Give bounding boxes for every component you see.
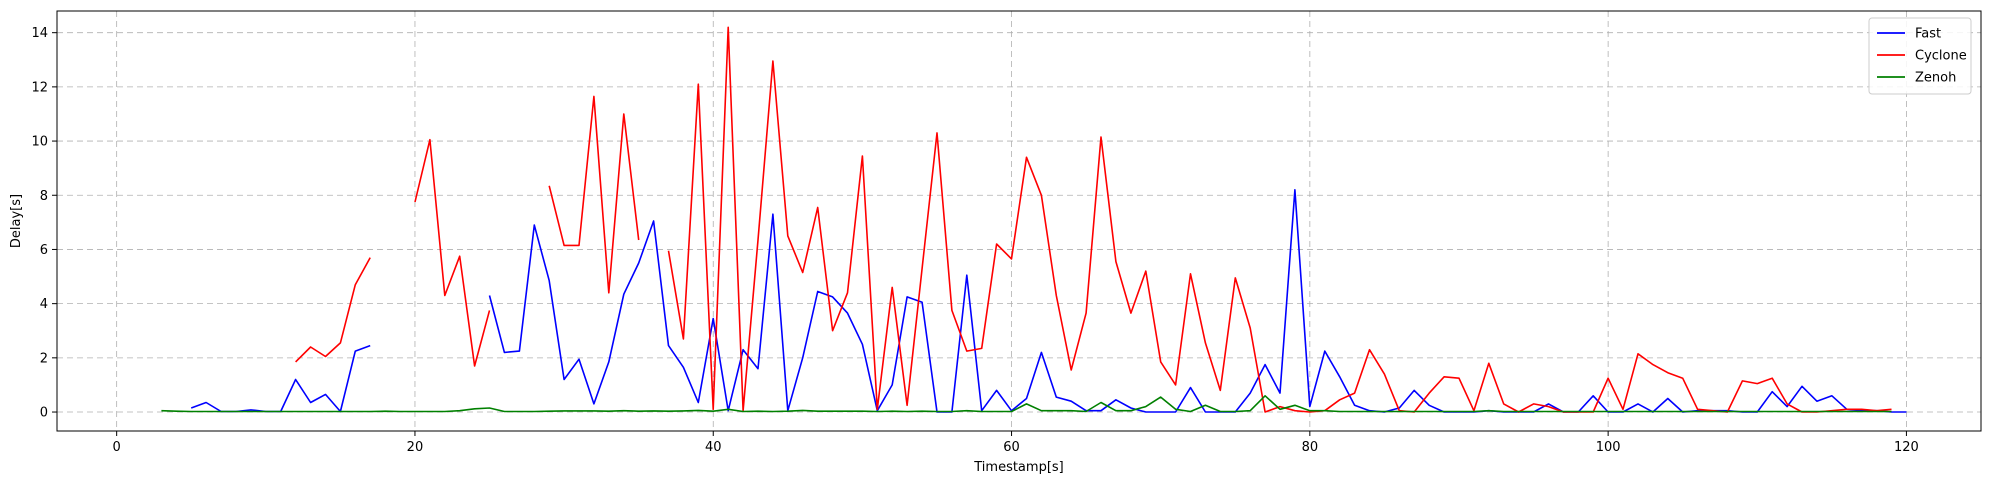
legend-label-fast: Fast: [1915, 27, 1941, 42]
y-tick-label: 10: [31, 135, 48, 150]
x-tick-label: 120: [1894, 440, 1919, 455]
legend: Fast Cyclone Zenoh: [1868, 17, 1972, 95]
x-tick-label: 20: [407, 440, 424, 455]
y-tick-label: 8: [40, 189, 48, 204]
series-line-zenoh: [161, 394, 1892, 413]
plot-area: [161, 26, 1907, 413]
legend-label-cyclone: Cyclone: [1915, 49, 1967, 64]
y-tick-label: 14: [31, 26, 48, 41]
series-line-cyclone: [414, 138, 491, 367]
y-axis-ticks: 0 2 4 6 8 10 12 14: [31, 26, 57, 421]
y-tick-label: 4: [40, 297, 48, 312]
series-line-fast: [488, 189, 1907, 413]
series-line-cyclone: [295, 257, 371, 363]
x-tick-label: 100: [1596, 440, 1621, 455]
series-line-cyclone: [548, 95, 640, 294]
x-axis-label: Timestamp[s]: [973, 460, 1063, 475]
legend-label-zenoh: Zenoh: [1915, 71, 1956, 86]
series-line-cyclone: [667, 26, 1892, 413]
y-tick-label: 0: [40, 406, 48, 421]
y-axis-label: Delay[s]: [9, 194, 24, 248]
x-tick-label: 40: [705, 440, 722, 455]
x-axis-ticks: 0 20 40 60 80 100 120: [113, 431, 1919, 455]
x-tick-label: 60: [1003, 440, 1020, 455]
legend-box: [1868, 17, 1972, 95]
axes-frame: [56, 10, 1982, 432]
y-tick-label: 12: [31, 80, 48, 95]
x-tick-label: 0: [113, 440, 121, 455]
x-tick-label: 80: [1302, 440, 1319, 455]
y-tick-label: 2: [40, 351, 48, 366]
grid: [57, 11, 1981, 431]
y-tick-label: 6: [40, 243, 48, 258]
